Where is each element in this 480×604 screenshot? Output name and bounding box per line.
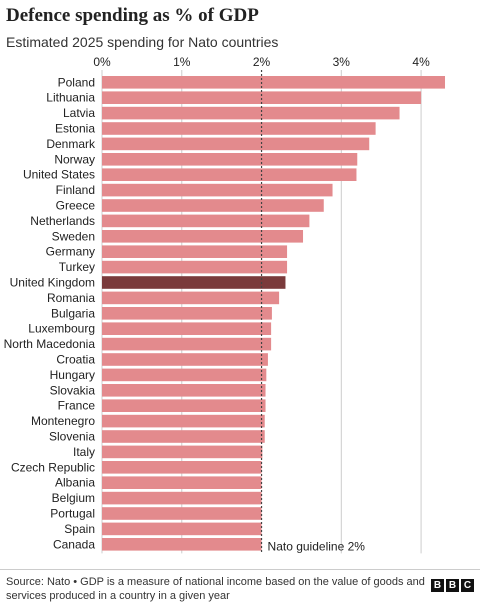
logo-letter: C (461, 579, 474, 592)
footer: Source: Nato • GDP is a measure of natio… (0, 569, 480, 604)
category-label: Italy (73, 445, 95, 459)
nato-guideline-label: Nato guideline 2% (268, 539, 366, 553)
bar (102, 307, 272, 320)
bar (102, 445, 263, 459)
category-label: Luxembourg (28, 322, 95, 336)
bar (102, 106, 400, 120)
category-label: Turkey (59, 260, 95, 274)
bar (102, 384, 266, 397)
category-label: Croatia (56, 353, 95, 367)
category-label: Hungary (50, 368, 95, 382)
category-label: France (58, 399, 96, 413)
category-label: Poland (58, 75, 95, 89)
bar (102, 214, 310, 228)
category-label: Estonia (55, 122, 95, 136)
logo-letter: B (446, 579, 459, 592)
bar (102, 245, 288, 258)
category-label: Greece (56, 199, 96, 213)
category-label: Norway (54, 152, 95, 166)
category-label: Denmark (46, 137, 96, 151)
bar (102, 153, 358, 166)
bar (102, 230, 304, 243)
logo-letter: B (431, 579, 444, 592)
category-label: Finland (56, 183, 95, 197)
category-label: Latvia (63, 106, 95, 120)
category-label: Belgium (52, 491, 95, 505)
category-label: Spain (64, 522, 95, 536)
x-tick-label: 3% (333, 55, 351, 69)
category-label: Portugal (50, 507, 95, 521)
bar (102, 91, 422, 104)
category-label: Albania (55, 476, 95, 490)
category-label: Canada (53, 537, 95, 551)
bar (102, 430, 265, 443)
x-tick-label: 1% (173, 55, 191, 69)
bar (102, 122, 376, 135)
category-label: North Macedonia (4, 337, 96, 351)
category-label: Czech Republic (11, 460, 95, 474)
bar (102, 183, 333, 197)
bar (102, 76, 446, 89)
bar (102, 168, 357, 181)
bar (102, 399, 266, 412)
bar (102, 337, 272, 351)
category-label: Germany (46, 245, 95, 259)
bar (102, 322, 272, 335)
bar (102, 368, 267, 382)
bar (102, 461, 262, 474)
category-label: Romania (47, 291, 95, 305)
bar (102, 199, 324, 212)
category-label: Sweden (52, 229, 95, 243)
bar (102, 522, 262, 536)
bar (102, 353, 268, 366)
category-label: Bulgaria (51, 306, 95, 320)
category-label: Netherlands (30, 214, 95, 228)
x-tick-label: 2% (253, 55, 271, 69)
category-label: United States (23, 168, 95, 182)
x-tick-label: 0% (93, 55, 111, 69)
bar (102, 476, 262, 489)
bar (102, 507, 262, 520)
category-label: United Kingdom (10, 276, 95, 290)
category-label: Slovenia (49, 430, 95, 444)
x-tick-label: 4% (412, 55, 430, 69)
bar (102, 260, 288, 274)
chart-title: Defence spending as % of GDP (6, 5, 259, 26)
chart-subtitle: Estimated 2025 spending for Nato countri… (6, 34, 279, 50)
bar (102, 291, 280, 305)
source-note: Source: Nato • GDP is a measure of natio… (6, 576, 425, 602)
bar (102, 414, 265, 428)
bar (102, 538, 262, 551)
bbc-logo: B B C (431, 579, 474, 592)
bar (102, 491, 262, 505)
category-label: Montenegro (31, 414, 95, 428)
bar (102, 276, 286, 289)
bar (102, 137, 370, 151)
category-label: Slovakia (50, 383, 96, 397)
category-label: Lithuania (46, 91, 95, 105)
